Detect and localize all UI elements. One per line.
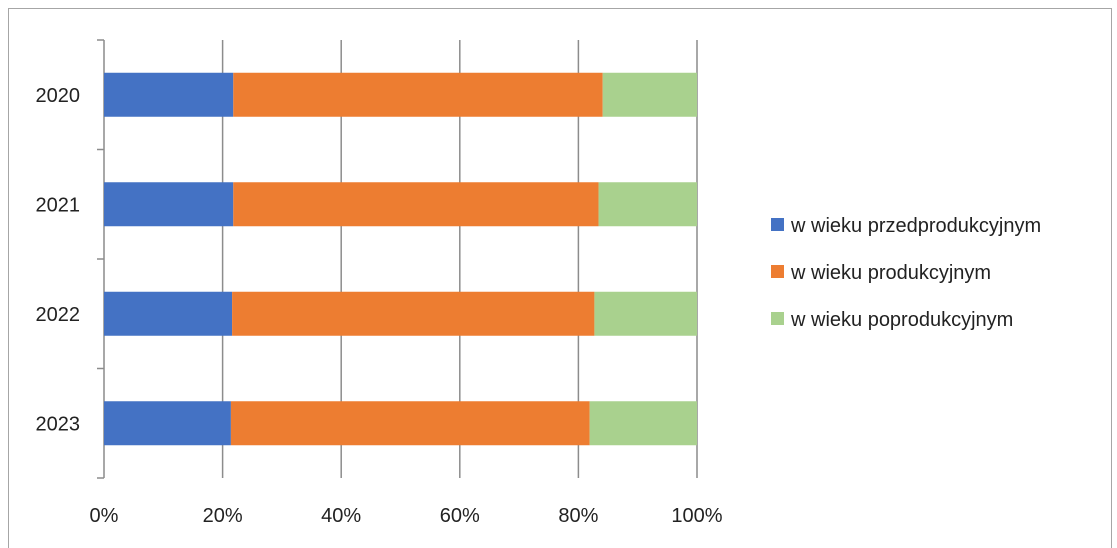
bars (104, 73, 697, 446)
x-tick-label: 40% (321, 505, 361, 527)
x-tick-label: 0% (90, 505, 119, 527)
legend-swatch (771, 312, 784, 325)
y-category-label: 2023 (36, 413, 81, 435)
legend-label: w wieku produkcyjnym (790, 262, 991, 284)
legend-label: w wieku poprodukcyjnym (790, 309, 1013, 331)
bar-segment (104, 73, 233, 117)
bar-segment (232, 292, 594, 336)
x-tick-label: 60% (440, 505, 480, 527)
y-category-label: 2022 (36, 304, 81, 326)
legend: w wieku przedprodukcyjnym w wieku produkc… (771, 215, 1041, 331)
x-tick-label: 80% (558, 505, 598, 527)
x-tick-label: 20% (203, 505, 243, 527)
bar-segment (104, 182, 233, 226)
bar-segment (231, 401, 590, 445)
bar-segment (590, 401, 697, 445)
bar-segment (594, 292, 697, 336)
legend-swatch (771, 265, 784, 278)
legend-label: w wieku przedprodukcyjnym (790, 215, 1041, 237)
x-tick-label: 100% (671, 505, 722, 527)
bar-segment (233, 73, 602, 117)
y-category-label: 2021 (36, 194, 81, 216)
y-axis (97, 40, 104, 478)
bar-segment (603, 73, 697, 117)
bar-segment (104, 401, 231, 445)
bar-segment (599, 182, 697, 226)
bar-segment (104, 292, 232, 336)
y-category-label: 2020 (36, 85, 81, 107)
bar-segment (233, 182, 598, 226)
legend-swatch (771, 218, 784, 231)
